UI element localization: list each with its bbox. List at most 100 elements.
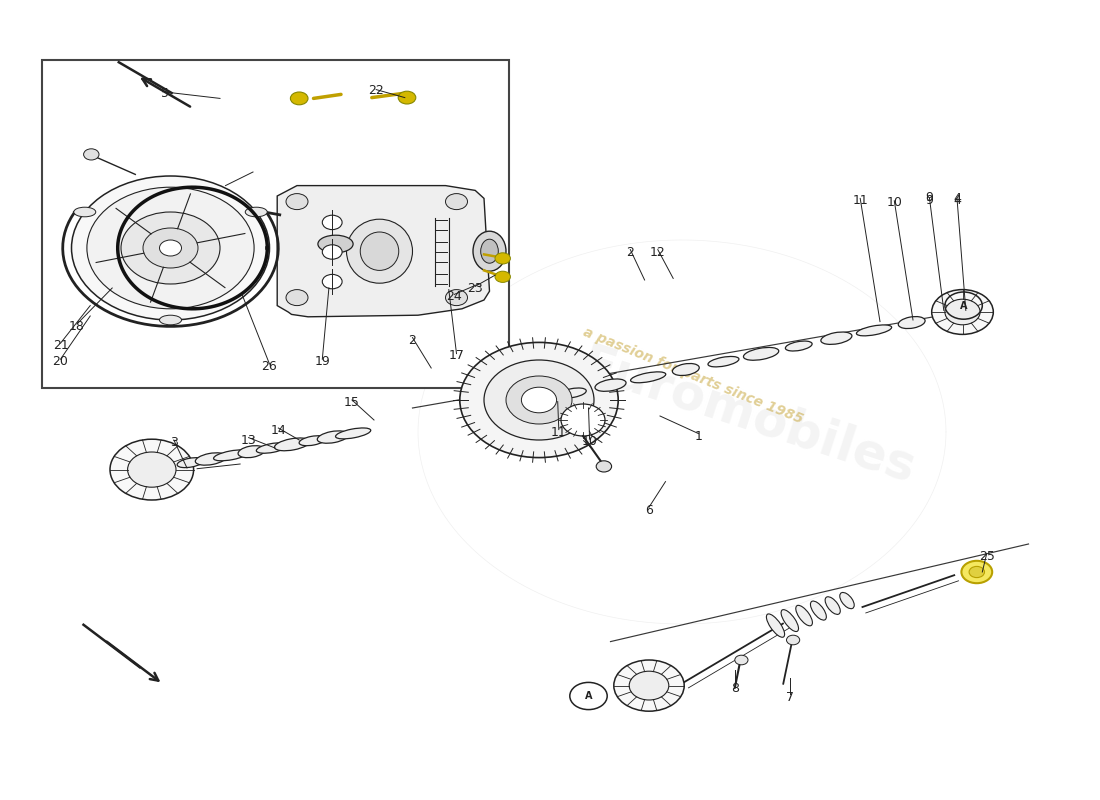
Text: 14: 14: [271, 424, 286, 437]
Text: 15: 15: [344, 396, 360, 409]
Text: A: A: [585, 691, 592, 701]
Circle shape: [110, 439, 194, 500]
Text: Euromobiles: Euromobiles: [574, 339, 922, 493]
Ellipse shape: [481, 239, 498, 263]
Text: 2: 2: [626, 246, 635, 258]
Circle shape: [506, 376, 572, 424]
Text: A: A: [960, 301, 967, 310]
Circle shape: [72, 176, 270, 320]
Ellipse shape: [317, 431, 349, 443]
Text: 26: 26: [262, 360, 277, 373]
Circle shape: [495, 253, 510, 264]
Ellipse shape: [213, 450, 249, 461]
Text: 20: 20: [53, 355, 68, 368]
FancyBboxPatch shape: [42, 60, 509, 388]
Circle shape: [128, 452, 176, 487]
Ellipse shape: [630, 372, 666, 382]
Text: 17: 17: [449, 350, 464, 362]
Ellipse shape: [346, 219, 412, 283]
Ellipse shape: [177, 458, 204, 468]
Text: 7: 7: [785, 691, 794, 704]
Circle shape: [945, 299, 980, 325]
Ellipse shape: [196, 453, 227, 465]
Circle shape: [446, 290, 468, 306]
Text: 24: 24: [447, 290, 462, 302]
Ellipse shape: [275, 438, 310, 450]
Ellipse shape: [318, 235, 353, 253]
Ellipse shape: [821, 332, 851, 344]
Text: 11: 11: [852, 194, 868, 206]
Ellipse shape: [672, 363, 700, 375]
Circle shape: [322, 245, 342, 259]
Circle shape: [160, 240, 182, 256]
Ellipse shape: [811, 601, 826, 620]
Text: 19: 19: [315, 355, 330, 368]
Text: 22: 22: [368, 84, 384, 97]
Circle shape: [446, 194, 468, 210]
Ellipse shape: [839, 593, 855, 609]
Ellipse shape: [299, 436, 326, 446]
Text: 2: 2: [408, 334, 417, 346]
Ellipse shape: [595, 379, 626, 391]
Circle shape: [121, 212, 220, 284]
Text: 13: 13: [241, 434, 256, 446]
Text: 4: 4: [953, 192, 961, 205]
Circle shape: [143, 228, 198, 268]
Polygon shape: [277, 186, 490, 317]
Ellipse shape: [708, 357, 739, 367]
Circle shape: [286, 194, 308, 210]
Circle shape: [495, 271, 510, 282]
Text: 6: 6: [645, 504, 653, 517]
Ellipse shape: [360, 232, 398, 270]
Ellipse shape: [899, 317, 925, 329]
Ellipse shape: [744, 347, 779, 360]
Text: 18: 18: [69, 320, 85, 333]
Circle shape: [322, 215, 342, 230]
Circle shape: [87, 187, 254, 309]
Circle shape: [322, 274, 342, 289]
Ellipse shape: [781, 610, 799, 631]
Ellipse shape: [160, 315, 182, 325]
Ellipse shape: [238, 446, 265, 458]
Circle shape: [84, 149, 99, 160]
Circle shape: [460, 342, 618, 458]
Text: 9: 9: [925, 194, 934, 206]
Ellipse shape: [473, 231, 506, 271]
Text: 9: 9: [925, 191, 934, 204]
Ellipse shape: [336, 428, 371, 439]
Ellipse shape: [857, 325, 892, 336]
Circle shape: [786, 635, 800, 645]
Text: 12: 12: [650, 246, 666, 258]
Ellipse shape: [767, 614, 784, 638]
Text: 11: 11: [551, 426, 566, 438]
Ellipse shape: [825, 597, 840, 614]
Ellipse shape: [560, 388, 586, 398]
Text: 23: 23: [468, 282, 483, 294]
Text: 8: 8: [730, 682, 739, 694]
Text: a passion for parts since 1985: a passion for parts since 1985: [581, 326, 805, 426]
Circle shape: [614, 660, 684, 711]
Ellipse shape: [795, 606, 813, 626]
Circle shape: [596, 461, 612, 472]
Text: 1: 1: [694, 430, 703, 442]
Text: 10: 10: [582, 435, 597, 448]
Circle shape: [290, 92, 308, 105]
Ellipse shape: [245, 207, 267, 217]
Text: 10: 10: [887, 196, 902, 209]
Text: 3: 3: [169, 436, 178, 449]
Circle shape: [561, 404, 605, 436]
Circle shape: [398, 91, 416, 104]
Text: 21: 21: [53, 339, 68, 352]
Text: 25: 25: [979, 550, 994, 562]
Circle shape: [961, 561, 992, 583]
Circle shape: [735, 655, 748, 665]
Ellipse shape: [74, 207, 96, 217]
Text: 5: 5: [161, 87, 169, 100]
Circle shape: [286, 290, 308, 306]
Ellipse shape: [256, 443, 287, 454]
Circle shape: [932, 290, 993, 334]
Circle shape: [484, 360, 594, 440]
Circle shape: [521, 387, 557, 413]
Circle shape: [969, 566, 984, 578]
Text: 4: 4: [953, 194, 961, 206]
